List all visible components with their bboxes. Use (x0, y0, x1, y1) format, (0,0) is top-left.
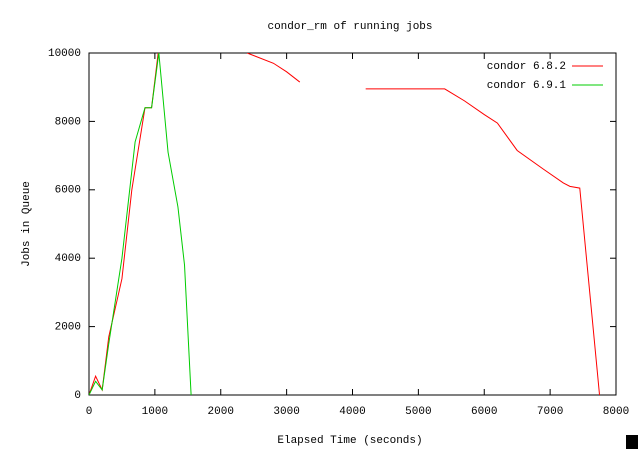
x-tick-label: 0 (86, 406, 93, 418)
legend-label: condor 6.8.2 (487, 61, 566, 73)
x-axis-label: Elapsed Time (seconds) (277, 435, 422, 447)
chart-title: condor_rm of running jobs (267, 21, 432, 33)
x-tick-label: 3000 (273, 406, 299, 418)
y-axis-label: Jobs in Queue (21, 181, 33, 267)
y-tick-label: 2000 (55, 322, 81, 334)
y-tick-label: 8000 (55, 116, 81, 128)
series-line (89, 53, 601, 395)
y-tick-label: 0 (74, 390, 81, 402)
series-line (89, 53, 192, 395)
y-tick-label: 6000 (55, 185, 81, 197)
x-tick-label: 2000 (208, 406, 234, 418)
x-tick-label: 1000 (142, 406, 168, 418)
x-tick-label: 7000 (537, 406, 563, 418)
plot-border (88, 52, 617, 396)
legend-label: condor 6.9.1 (487, 80, 567, 92)
y-tick-label: 10000 (48, 48, 81, 60)
x-tick-label: 4000 (339, 406, 365, 418)
x-tick-label: 8000 (603, 406, 629, 418)
x-tick-label: 6000 (471, 406, 497, 418)
corner-marker (626, 435, 638, 449)
x-tick-label: 5000 (405, 406, 431, 418)
y-tick-label: 4000 (55, 253, 81, 265)
